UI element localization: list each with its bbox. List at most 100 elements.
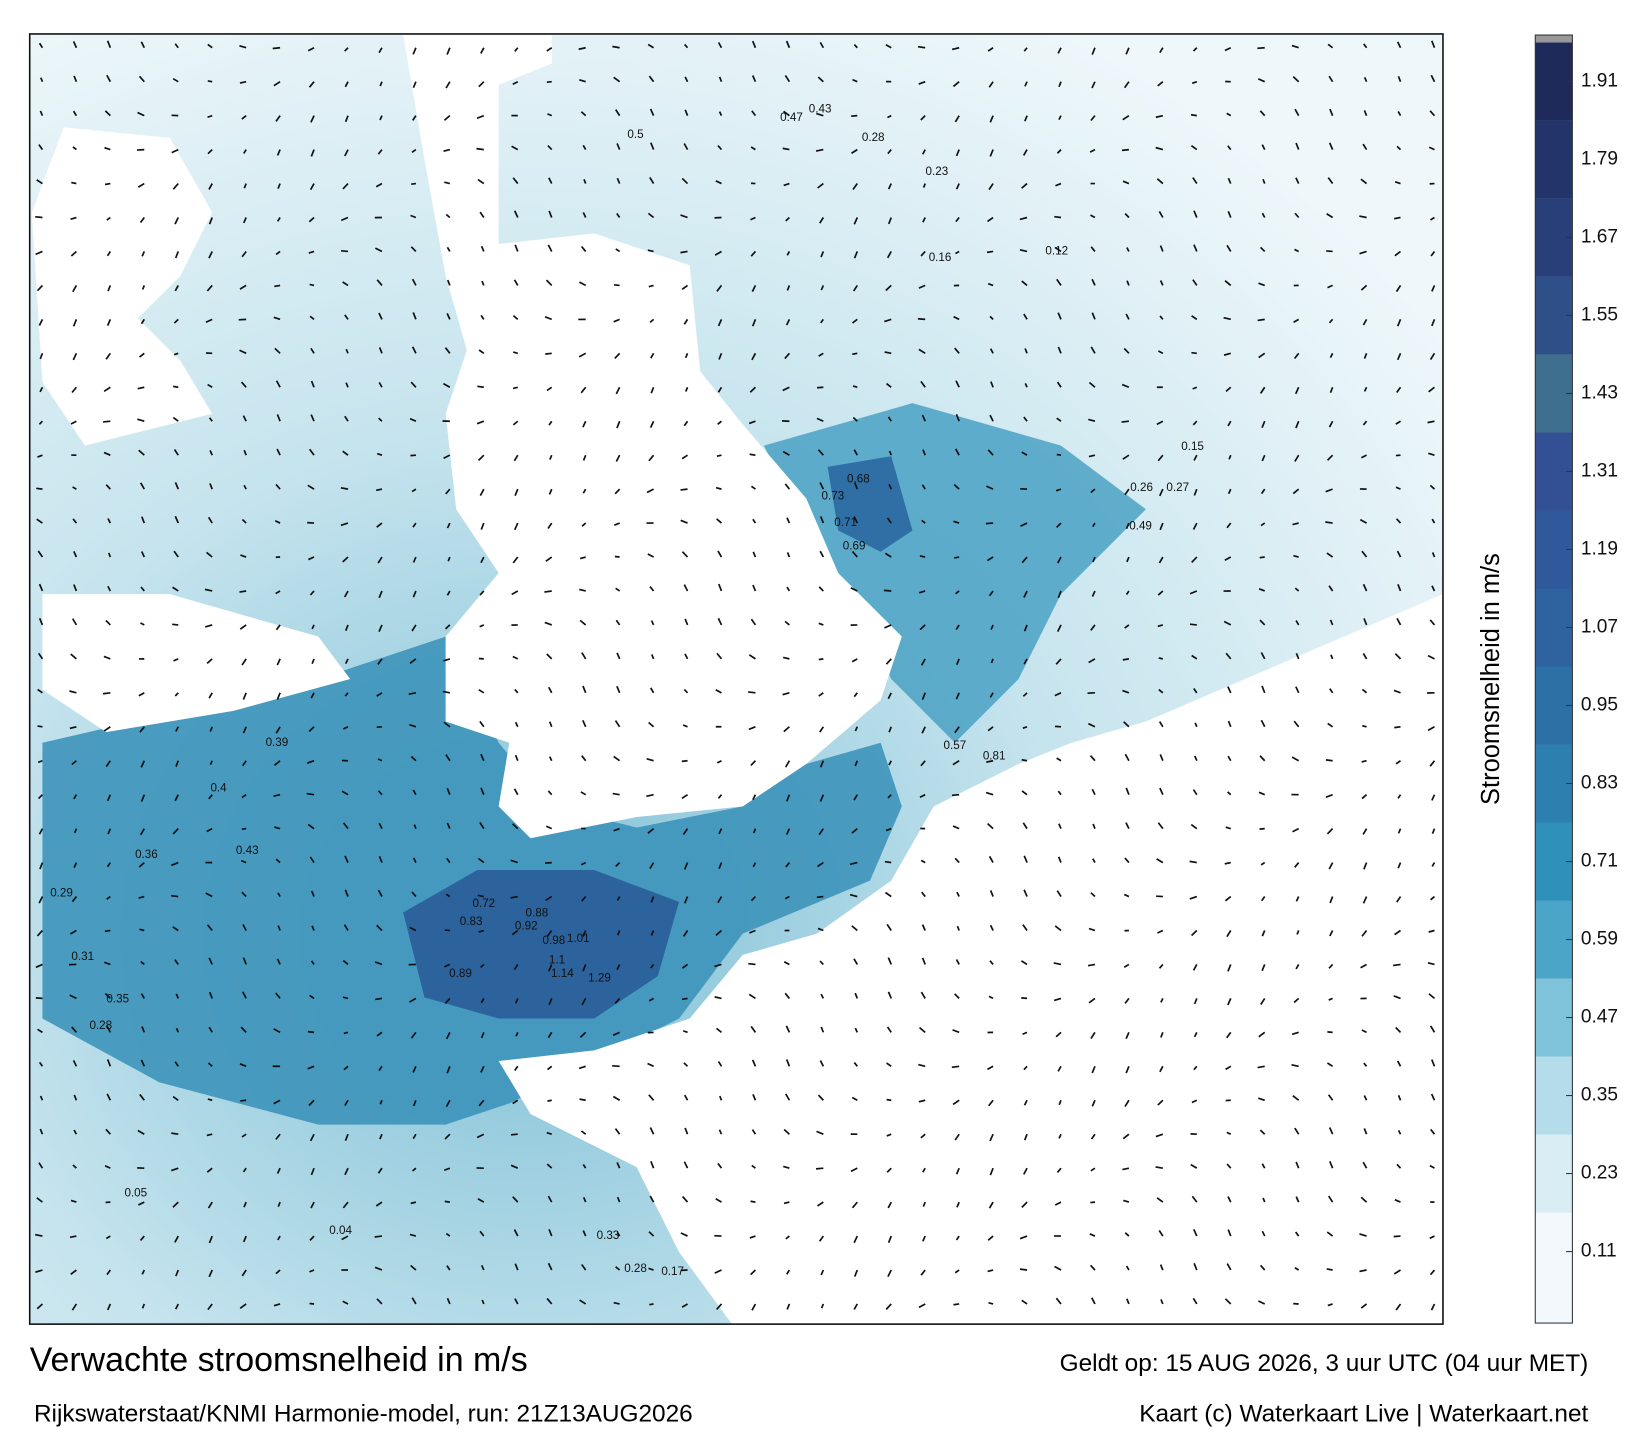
vector	[1362, 420, 1368, 426]
vector	[579, 619, 587, 626]
speed-label: 0.23	[926, 165, 949, 178]
vector	[240, 1099, 247, 1102]
vector	[139, 928, 145, 932]
vector	[105, 760, 112, 768]
vector	[172, 926, 179, 932]
vector	[1395, 518, 1402, 524]
vector	[612, 1031, 620, 1037]
vector	[684, 386, 689, 392]
vector	[614, 555, 620, 558]
colorbar-cap	[1535, 35, 1573, 43]
vector	[140, 1059, 146, 1067]
vector	[208, 217, 213, 225]
vector	[951, 793, 960, 797]
vector	[952, 81, 960, 88]
vector	[851, 827, 858, 834]
vector	[342, 1300, 349, 1305]
vector	[955, 1167, 960, 1175]
vector	[480, 245, 485, 252]
vector	[1430, 1303, 1436, 1311]
vector	[1260, 652, 1266, 660]
vector	[986, 759, 994, 763]
vector	[175, 993, 180, 999]
vector	[1091, 312, 1096, 320]
vector	[73, 1129, 78, 1135]
vector	[273, 760, 281, 766]
vector	[446, 857, 451, 864]
vector	[477, 894, 484, 898]
vector	[782, 656, 790, 660]
vector	[680, 250, 688, 254]
vector	[480, 963, 485, 969]
vector	[1359, 1233, 1367, 1237]
vector	[579, 79, 586, 83]
vector	[1294, 862, 1300, 868]
vector	[1193, 998, 1198, 1005]
vector	[1057, 856, 1062, 863]
vector	[1396, 41, 1402, 49]
vector	[1328, 75, 1334, 83]
vector	[1260, 896, 1266, 902]
vector	[922, 1167, 926, 1173]
vector	[377, 889, 383, 897]
vector	[649, 586, 655, 592]
vector	[547, 244, 553, 252]
vector	[1294, 587, 1300, 592]
vector	[1193, 1065, 1198, 1071]
vector	[37, 794, 44, 800]
vector	[616, 213, 621, 218]
vector	[1056, 278, 1062, 286]
vector	[751, 75, 757, 83]
vector	[446, 1297, 451, 1305]
vector	[241, 518, 247, 524]
vector	[582, 420, 587, 428]
vector	[1123, 893, 1130, 898]
vector	[1057, 1065, 1062, 1072]
vector	[172, 77, 179, 83]
vector	[73, 584, 78, 592]
vector	[309, 1269, 315, 1273]
colorbar-tick-label: 0.23	[1581, 1163, 1618, 1184]
vector	[547, 790, 553, 796]
vector	[445, 1099, 451, 1108]
vector	[1019, 248, 1028, 253]
vector	[888, 483, 893, 490]
vector	[684, 109, 689, 116]
vector	[1156, 420, 1164, 426]
vector	[614, 488, 621, 495]
vector	[1259, 755, 1266, 762]
vector	[786, 1269, 791, 1275]
vector	[1021, 182, 1028, 189]
vector	[307, 1065, 315, 1070]
vector	[921, 149, 926, 155]
vector	[1191, 1099, 1198, 1104]
vector	[73, 862, 78, 868]
vector	[1020, 522, 1028, 527]
vector	[989, 115, 994, 123]
vector	[209, 483, 213, 490]
vector	[852, 385, 858, 389]
vector	[39, 353, 44, 360]
vector	[548, 998, 553, 1006]
vector	[717, 42, 723, 49]
vector	[683, 1161, 689, 1169]
vector	[1192, 964, 1198, 971]
vector-field	[35, 40, 1436, 1311]
vector	[1261, 420, 1266, 428]
vector	[580, 791, 587, 796]
vector	[884, 318, 892, 323]
vector	[715, 486, 722, 490]
vector	[1091, 590, 1096, 597]
vector	[580, 861, 587, 866]
vector	[72, 146, 77, 151]
vector	[239, 624, 247, 630]
vector	[344, 658, 349, 665]
vector	[140, 794, 146, 802]
vector	[649, 1303, 654, 1306]
vector	[783, 1128, 790, 1135]
vector	[1326, 1268, 1333, 1271]
vector	[1056, 522, 1062, 528]
vector	[206, 658, 213, 665]
vector	[208, 251, 213, 259]
vector	[1261, 1230, 1266, 1237]
